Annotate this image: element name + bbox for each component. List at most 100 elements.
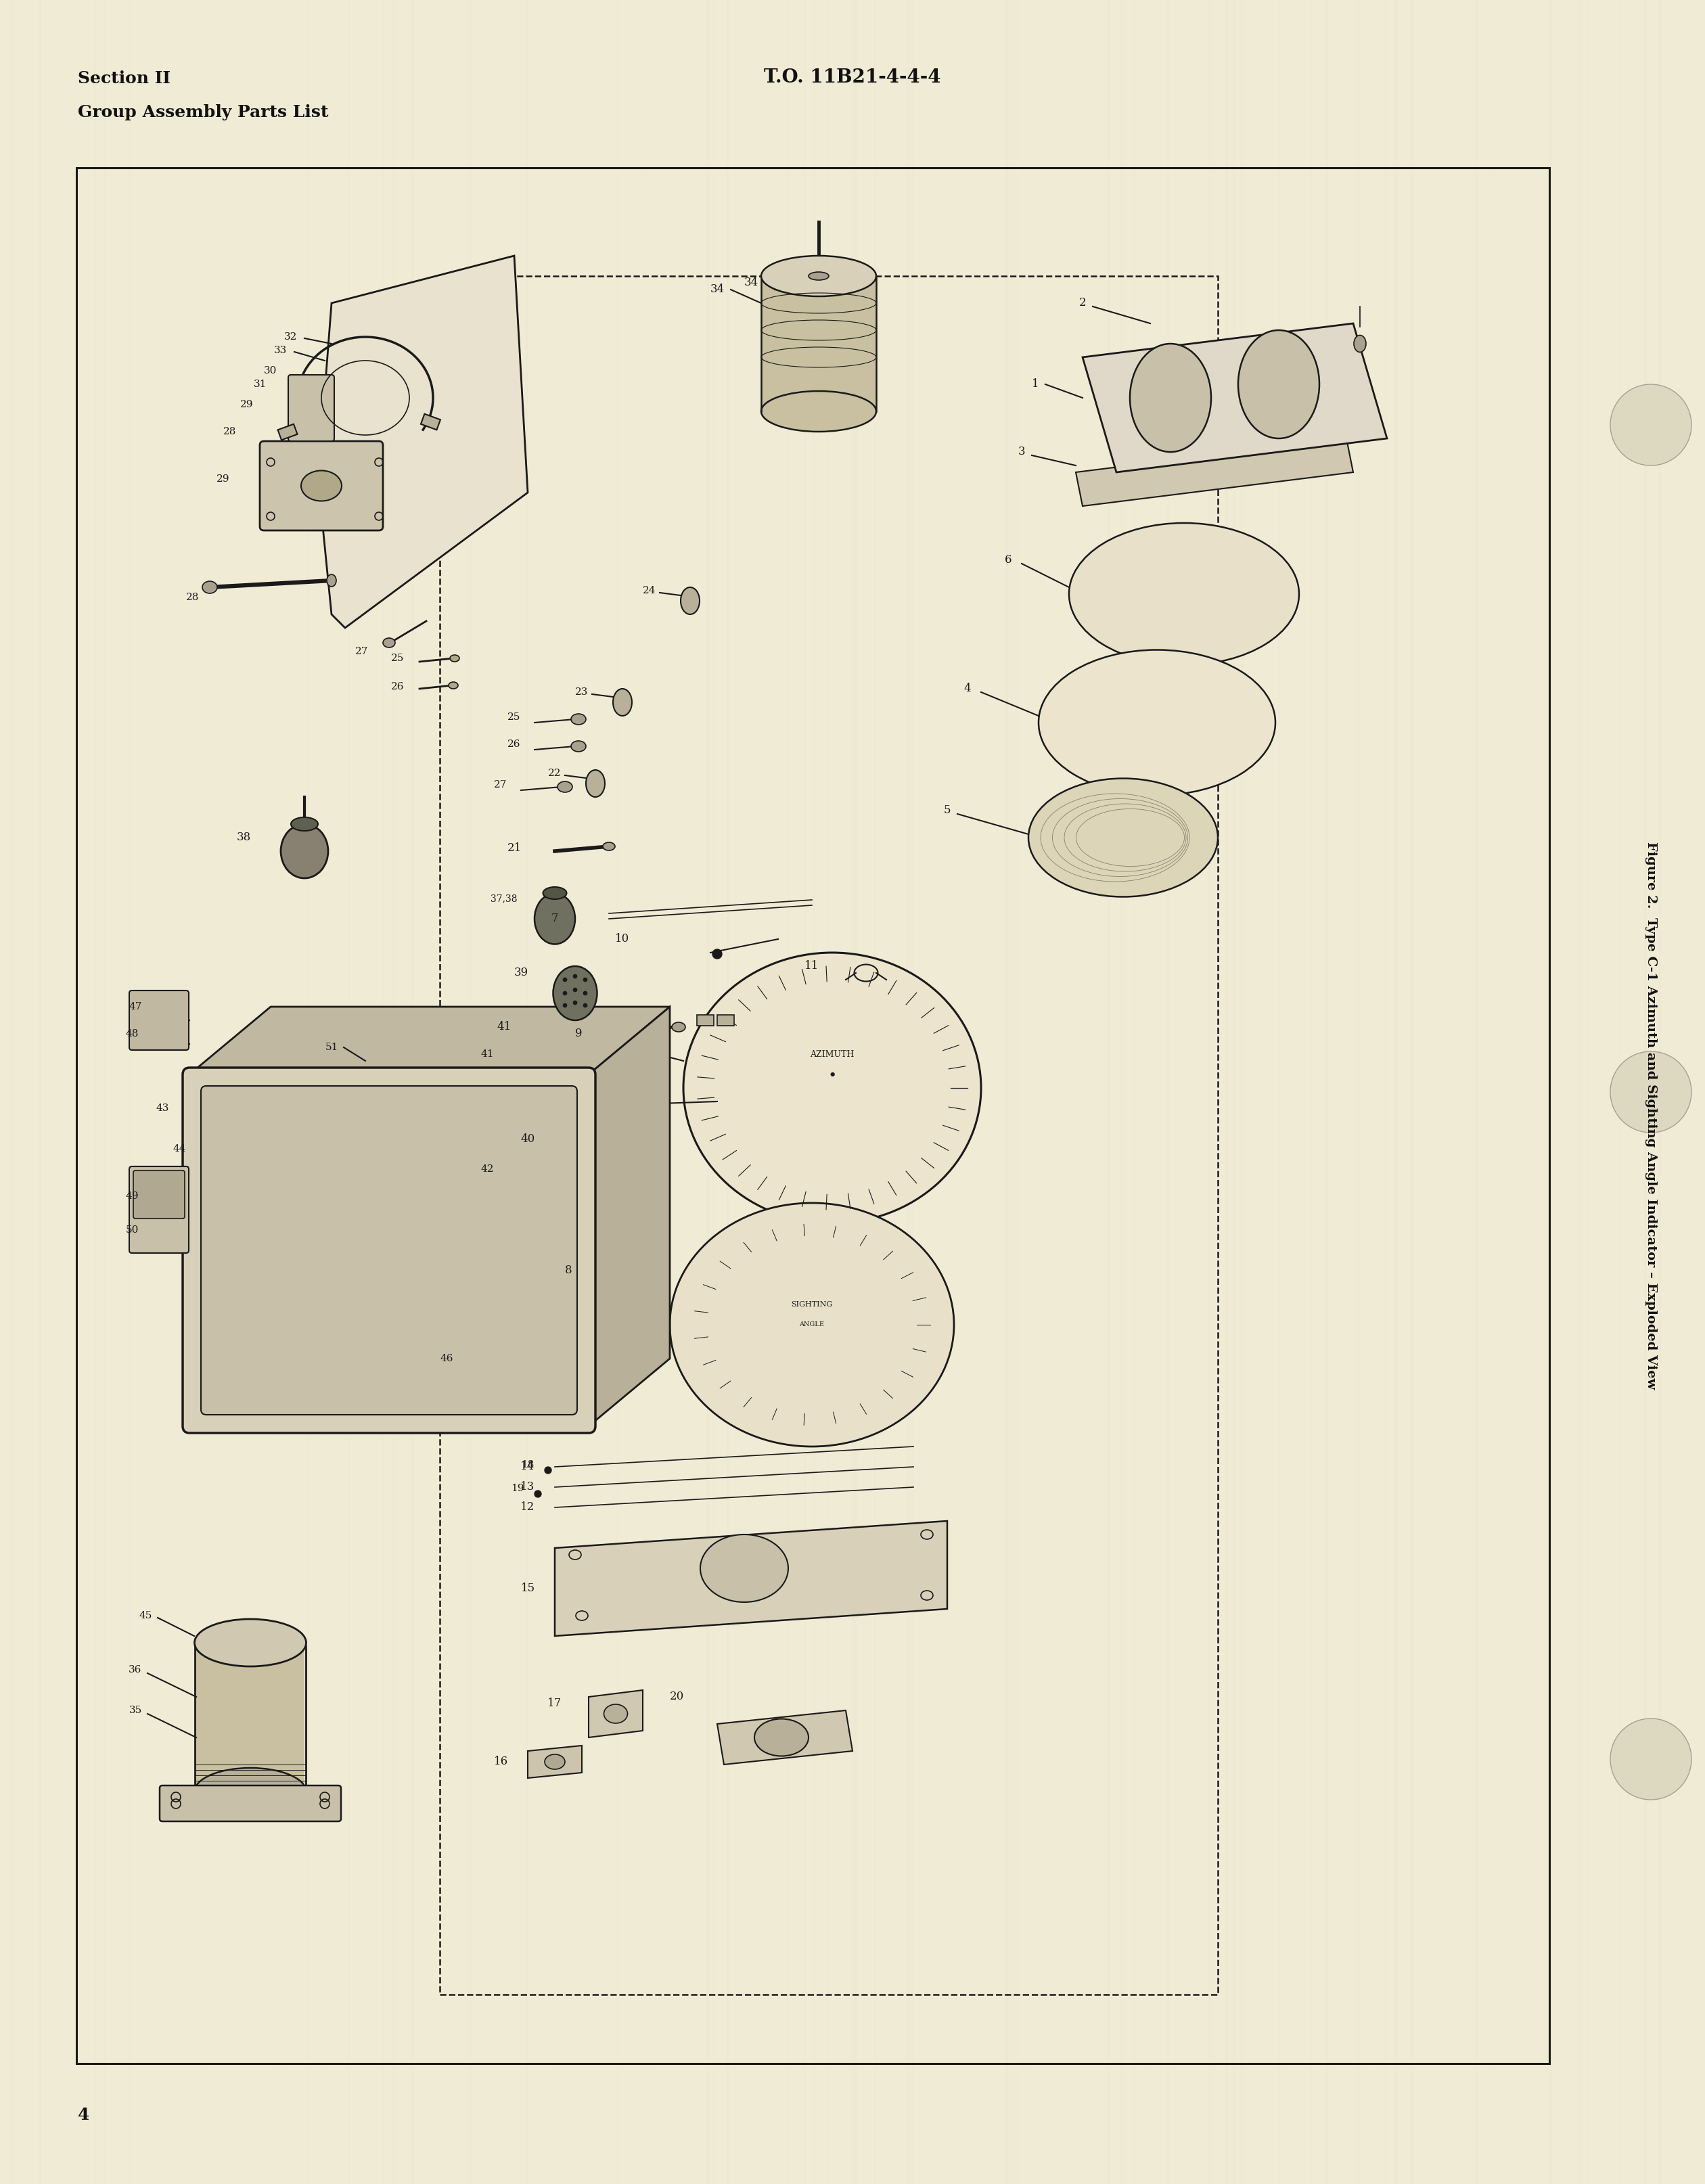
Ellipse shape [583,978,587,983]
Polygon shape [554,1520,948,1636]
Text: 34: 34 [709,284,725,295]
Text: 9: 9 [575,1029,581,1040]
Ellipse shape [563,978,568,983]
FancyBboxPatch shape [130,1166,189,1254]
Text: 28: 28 [186,592,199,603]
Text: 26: 26 [508,740,520,749]
Bar [77,168,1550,2064]
Polygon shape [1083,323,1386,472]
Ellipse shape [552,965,597,1020]
Text: 32: 32 [285,332,297,341]
FancyBboxPatch shape [259,441,384,531]
Ellipse shape [563,992,568,996]
Ellipse shape [522,1099,534,1118]
Text: 15: 15 [520,1583,535,1594]
Ellipse shape [1069,522,1299,666]
Text: 50: 50 [126,1225,138,1234]
Ellipse shape [450,655,459,662]
Ellipse shape [1130,343,1211,452]
Ellipse shape [713,950,721,959]
Text: 29: 29 [240,400,254,408]
Ellipse shape [583,1002,587,1007]
Text: 10: 10 [616,933,629,946]
Ellipse shape [1610,1051,1691,1133]
Bar [440,275,1217,1994]
Text: 42: 42 [481,1164,494,1173]
Text: 12: 12 [520,1503,535,1514]
Ellipse shape [194,1618,307,1666]
Polygon shape [1076,439,1354,507]
Polygon shape [319,256,529,627]
Text: 5: 5 [943,804,951,817]
Ellipse shape [281,823,327,878]
FancyBboxPatch shape [133,1171,184,1219]
Ellipse shape [1028,778,1217,898]
Text: 1: 1 [1032,378,1038,391]
Ellipse shape [1610,1719,1691,1800]
Text: 17: 17 [547,1697,563,1710]
Bar [697,1016,714,1026]
Text: 27: 27 [355,646,368,655]
Text: 48: 48 [126,1029,138,1040]
Ellipse shape [1354,336,1366,352]
Ellipse shape [573,974,576,978]
Ellipse shape [542,887,566,900]
Text: 2: 2 [1079,297,1086,308]
Text: 39: 39 [513,968,529,978]
Ellipse shape [587,771,605,797]
Text: 41: 41 [496,1022,512,1033]
FancyBboxPatch shape [160,1787,341,1821]
Text: 40: 40 [520,1133,535,1144]
Text: 26: 26 [390,681,404,692]
Text: 44: 44 [172,1144,186,1153]
Text: 30: 30 [264,367,278,376]
Text: Section II: Section II [78,70,170,87]
Ellipse shape [327,574,336,587]
Ellipse shape [1238,330,1320,439]
Text: 18: 18 [522,1461,534,1470]
Text: 45: 45 [138,1612,152,1621]
Text: 46: 46 [440,1354,454,1363]
Text: 20: 20 [670,1690,684,1704]
Text: Group Assembly Parts List: Group Assembly Parts List [78,105,329,120]
Ellipse shape [302,470,341,500]
Text: ANGLE: ANGLE [800,1321,825,1328]
Polygon shape [529,1745,581,1778]
Text: 19: 19 [512,1483,523,1494]
Ellipse shape [1610,384,1691,465]
Text: 31: 31 [254,380,268,389]
Ellipse shape [808,273,829,280]
Ellipse shape [544,1468,551,1474]
Ellipse shape [583,992,587,996]
Text: 47: 47 [130,1002,142,1011]
Ellipse shape [534,1489,540,1498]
FancyBboxPatch shape [130,992,189,1051]
Ellipse shape [558,782,573,793]
Text: 27: 27 [494,780,506,791]
Ellipse shape [1038,651,1275,795]
Polygon shape [189,1007,670,1075]
Text: 22: 22 [549,769,561,778]
Text: 43: 43 [155,1103,169,1114]
Bar [196,1642,305,1791]
Text: 4: 4 [963,684,972,695]
Ellipse shape [760,391,876,432]
Ellipse shape [571,740,587,751]
Text: 23: 23 [575,688,588,697]
Text: 21: 21 [506,843,522,854]
Ellipse shape [670,1203,955,1446]
Ellipse shape [614,688,633,716]
Text: 3: 3 [1018,446,1025,459]
Ellipse shape [672,1022,685,1031]
Ellipse shape [384,638,396,646]
Text: 25: 25 [508,712,520,723]
Text: 13: 13 [520,1481,535,1494]
Ellipse shape [571,714,587,725]
Ellipse shape [684,952,980,1223]
Ellipse shape [680,587,699,614]
Ellipse shape [573,1000,576,1005]
Text: T.O. 11B21-4-4-4: T.O. 11B21-4-4-4 [764,68,941,87]
Text: 7: 7 [551,913,559,924]
Ellipse shape [701,1535,788,1603]
Text: 14: 14 [520,1461,535,1472]
